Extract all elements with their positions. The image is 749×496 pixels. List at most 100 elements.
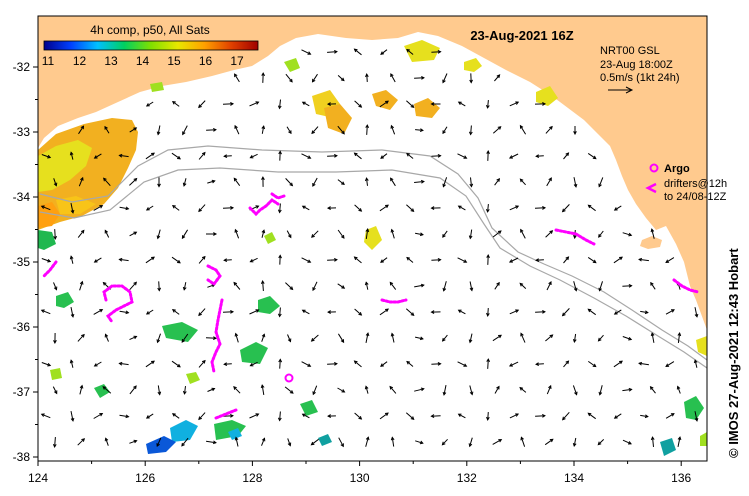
current-vector-head [430, 206, 435, 210]
current-vector [677, 386, 681, 394]
current-vector-head [213, 232, 218, 236]
drifters-label: drifters@12h [664, 178, 727, 190]
current-vector-head [535, 154, 540, 158]
current-vector-head [70, 313, 75, 318]
current-vector [458, 413, 466, 419]
current-vector-head [469, 391, 474, 396]
current-vector [312, 281, 318, 291]
current-vector-head [80, 176, 84, 181]
current-vector-head [380, 155, 384, 159]
current-vector-head [520, 228, 524, 233]
current-vector [233, 386, 241, 394]
current-vector-head [278, 254, 282, 259]
current-vector [665, 361, 675, 367]
current-vector-head [650, 228, 655, 233]
current-vector [354, 412, 362, 420]
current-vector [366, 125, 368, 135]
current-vector-head [420, 283, 425, 288]
current-vector [639, 362, 649, 366]
current-vector [469, 333, 473, 343]
current-vector-head [230, 310, 235, 314]
current-vector [156, 437, 162, 447]
current-vector-head [597, 441, 602, 446]
current-vector [469, 385, 473, 395]
current-vector-head [592, 155, 597, 160]
current-vector-head [442, 287, 447, 292]
current-vector [519, 125, 527, 135]
current-vector-head [353, 256, 358, 261]
current-vector-head [441, 337, 446, 342]
current-vector-head [289, 390, 294, 394]
current-vector-head [598, 233, 602, 238]
current-vector-head [469, 79, 473, 84]
current-vector-head [496, 281, 500, 286]
current-vector-head [69, 359, 74, 364]
current-vector [181, 333, 189, 343]
y-tick-label: -37 [13, 385, 31, 399]
current-vector-head [157, 183, 161, 188]
current-vector-head [485, 208, 490, 213]
current-vector-head [288, 130, 292, 135]
current-vector-head [70, 209, 75, 214]
current-vector [380, 49, 388, 55]
current-vector [354, 152, 362, 160]
current-vector-head [649, 385, 654, 390]
current-vector-head [358, 104, 363, 108]
current-vector-head [151, 360, 155, 365]
x-tick-label: 130 [350, 471, 370, 485]
current-vector-head [598, 391, 603, 396]
current-vector [622, 232, 632, 236]
current-vector [587, 256, 597, 264]
current-vector [70, 203, 74, 213]
current-vector-head [133, 127, 138, 131]
current-vector [694, 411, 698, 421]
drifter-legend: Argo drifters@12h to 24/08-12Z [645, 163, 727, 203]
current-vector-head [278, 150, 282, 155]
current-vector-head [565, 152, 570, 157]
current-vector [224, 363, 232, 365]
current-vector [312, 177, 318, 187]
current-vector [354, 360, 362, 368]
current-vector [414, 284, 424, 288]
current-vector-head [171, 204, 176, 209]
current-vector [171, 152, 181, 160]
current-vector-head [54, 390, 58, 395]
current-vector [366, 74, 368, 82]
current-vector [41, 309, 51, 315]
current-vector-head [519, 282, 524, 287]
current-vector-head [592, 363, 597, 368]
current-vector [651, 229, 655, 239]
current-vector-head [177, 259, 181, 264]
current-vector [544, 438, 554, 446]
current-vector-head [508, 155, 513, 159]
current-vector-head [47, 258, 52, 263]
current-vector [470, 177, 472, 187]
colorbar-bar [43, 40, 259, 51]
current-vector-head [384, 412, 389, 417]
current-vector-head [211, 179, 216, 184]
current-vector-head [442, 234, 446, 238]
current-vector [406, 153, 414, 159]
current-vector-head [156, 131, 161, 136]
current-vector [53, 178, 57, 186]
argo-label: Argo [664, 163, 690, 175]
current-vector [146, 205, 154, 211]
current-vector [157, 125, 161, 135]
current-vector [261, 230, 265, 238]
current-vector [405, 308, 415, 316]
current-vector-head [598, 287, 602, 292]
current-vector [53, 282, 57, 290]
current-vector [119, 362, 129, 366]
current-vector [198, 256, 206, 264]
current-vector-head [390, 73, 394, 77]
current-vector-head [312, 391, 316, 396]
current-vector [492, 126, 502, 134]
current-vector-head [549, 125, 553, 130]
current-vector-head [70, 417, 75, 422]
current-vector-head [223, 258, 228, 262]
x-tick-label: 124 [28, 471, 48, 485]
current-vector-head [364, 177, 369, 182]
current-vector-head [353, 360, 358, 365]
current-vector-head [496, 385, 500, 390]
y-tick-label: -36 [13, 320, 31, 334]
